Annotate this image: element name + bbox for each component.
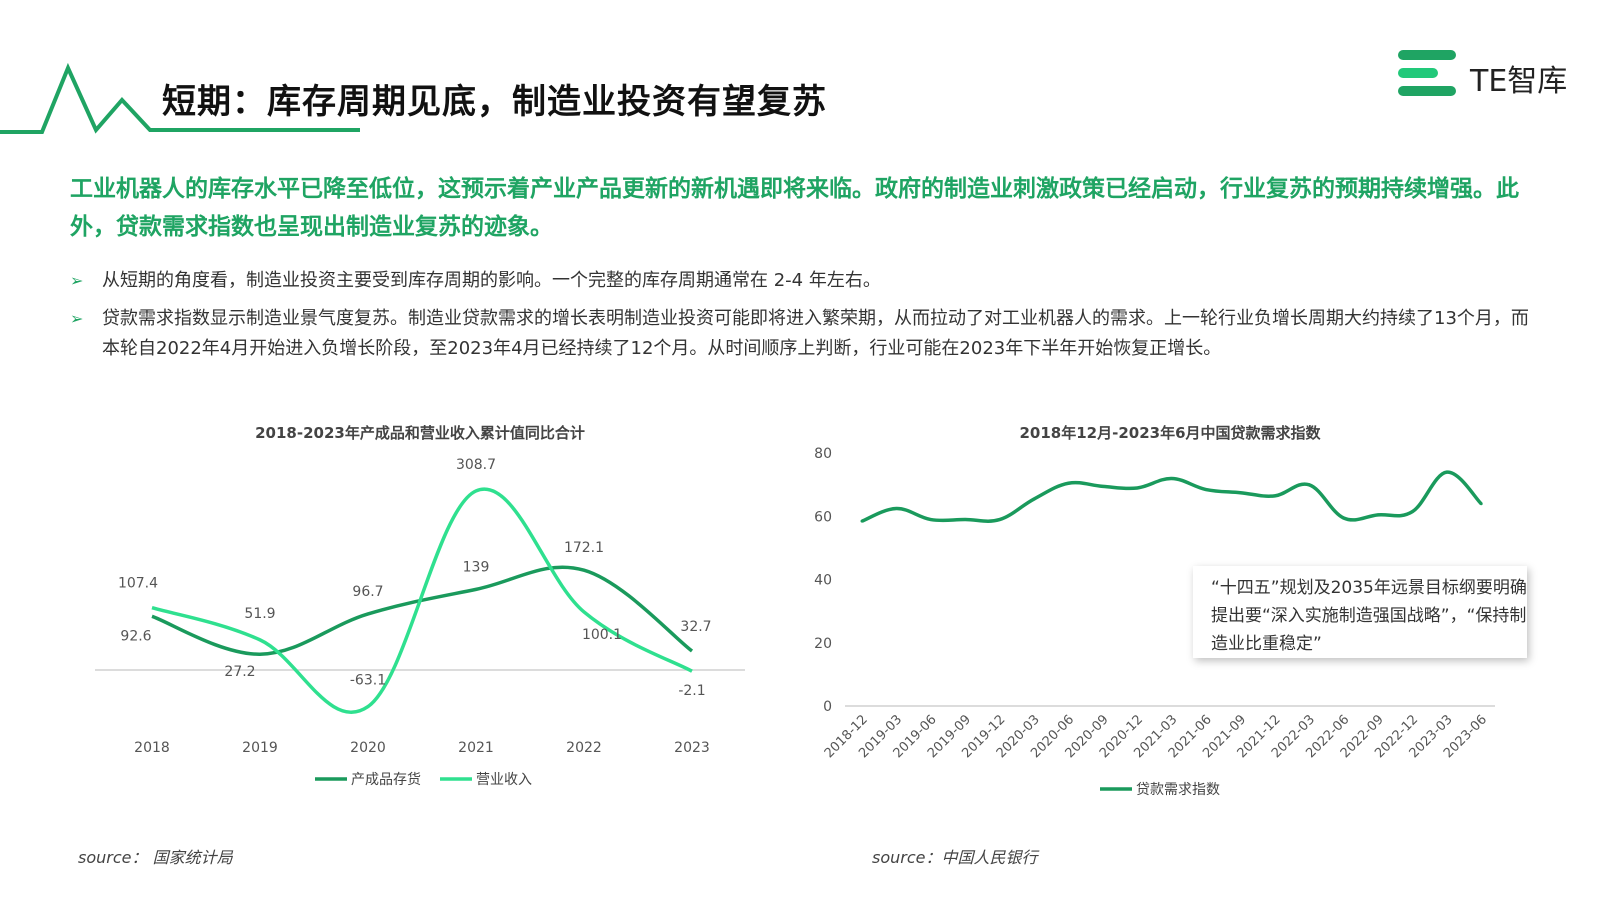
data-point [1273, 494, 1277, 498]
data-label: -63.1 [350, 673, 386, 689]
y-tick-label: 20 [814, 636, 832, 652]
series-line-2 [151, 487, 693, 715]
legend-label: 营业收入 [476, 772, 532, 788]
data-label: 107.4 [118, 576, 158, 592]
data-point [1032, 497, 1036, 501]
data-label: -2.1 [678, 683, 705, 699]
chart2-source: source：中国人民银行 [872, 848, 1038, 867]
bullet-text: 从短期的角度看，制造业投资主要受到库存周期的影响。一个完整的库存周期通常在 2-… [102, 270, 881, 291]
data-point [1307, 483, 1311, 487]
x-tick-label: 2018 [134, 740, 170, 756]
data-point [963, 518, 967, 522]
data-label: 172.1 [564, 540, 604, 556]
pulse-line-decoration [0, 62, 360, 134]
bullet-list: ➢ 从短期的角度看，制造业投资主要受到库存周期的影响。一个完整的库存周期通常在 … [70, 266, 1540, 372]
data-point [1445, 470, 1449, 474]
data-label: 100.1 [582, 627, 622, 643]
y-tick-label: 0 [823, 699, 832, 715]
data-point [1101, 484, 1105, 488]
legend-label: 贷款需求指数 [1136, 782, 1220, 798]
list-item: ➢ 贷款需求指数显示制造业景气度复苏。制造业贷款需求的增长表明制造业投资可能即将… [70, 304, 1540, 364]
x-tick-label: 2022 [566, 740, 602, 756]
arrow-bullet-icon: ➢ [70, 271, 84, 290]
list-item: ➢ 从短期的角度看，制造业投资主要受到库存周期的影响。一个完整的库存周期通常在 … [70, 266, 1540, 296]
chart2-svg: 0204060802018-122019-032019-062019-09201… [814, 446, 1495, 798]
data-point [1479, 502, 1483, 506]
bullet-text: 贷款需求指数显示制造业景气度复苏。制造业贷款需求的增长表明制造业投资可能即将进入… [102, 308, 1529, 359]
data-point [1204, 488, 1208, 492]
data-point [1135, 486, 1139, 490]
logo-text: TE智库 [1470, 64, 1568, 99]
arrow-bullet-icon: ➢ [70, 309, 84, 328]
data-label: 27.2 [224, 664, 255, 680]
logo-icon [1398, 50, 1456, 96]
x-tick-label: 2021 [458, 740, 494, 756]
data-point [1410, 510, 1414, 514]
chart1-svg: 2018 2019 2020 2021 2022 2023 92.6 27.2 96.7 139 1… [95, 457, 745, 788]
x-tick-label: 2020 [350, 740, 386, 756]
data-label: 96.7 [352, 584, 383, 600]
data-label: 139 [463, 559, 490, 575]
chart1-title: 2018-2023年产成品和营业收入累计值同比合计 [255, 424, 585, 442]
data-point [929, 518, 933, 522]
y-tick-label: 80 [814, 446, 832, 462]
data-point [860, 519, 864, 523]
data-point [998, 518, 1002, 522]
data-label: 51.9 [244, 606, 275, 622]
chart2-title: 2018年12月-2023年6月中国贷款需求指数 [1019, 424, 1321, 442]
data-label: 308.7 [456, 457, 496, 473]
lead-paragraph: 工业机器人的库存水平已降至低位，这预示着产业产品更新的新机遇即将来临。政府的制造… [70, 176, 1519, 240]
chart2-annotation: “十四五”规划及2035年远景目标纲要明确提出要“深入实施制造强国战略”，“保持… [1193, 566, 1527, 658]
chart1-source: source： 国家统计局 [78, 848, 233, 867]
y-tick-label: 60 [814, 509, 832, 525]
data-label: 32.7 [680, 619, 711, 635]
y-tick-label: 40 [814, 573, 832, 589]
data-point [1066, 481, 1070, 485]
x-tick-label: 2023 [674, 740, 710, 756]
data-point [1376, 513, 1380, 517]
page-title: 短期：库存周期见底，制造业投资有望复苏 [162, 82, 827, 122]
data-point [894, 507, 898, 510]
series-line-1 [151, 565, 694, 656]
data-point [1342, 516, 1346, 520]
data-point [1170, 476, 1174, 480]
data-point [1238, 491, 1242, 495]
x-tick-label: 2019 [242, 740, 278, 756]
legend-label: 产成品存货 [351, 771, 421, 788]
data-label: 92.6 [120, 628, 151, 644]
